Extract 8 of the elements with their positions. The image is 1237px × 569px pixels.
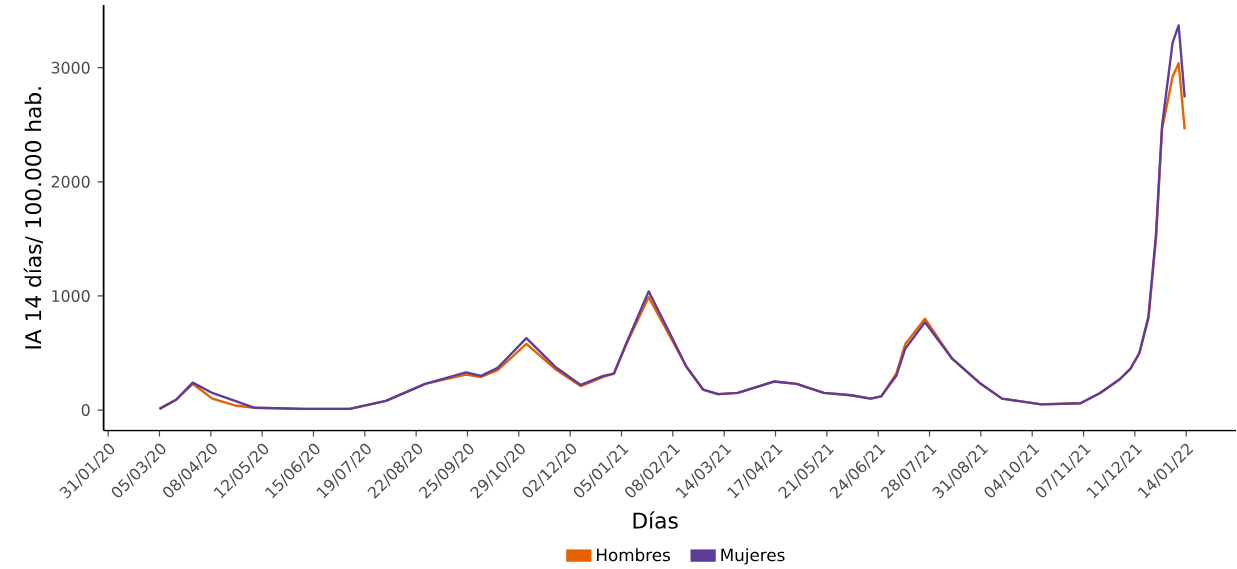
- y-tick-label: 2000: [51, 175, 90, 188]
- legend-label: Mujeres: [721, 548, 785, 565]
- y-axis-title: IA 14 días/ 100.000 hab.: [23, 87, 44, 349]
- y-tick-label: 0: [81, 403, 90, 416]
- y-tick-label: 1000: [52, 289, 90, 302]
- x-axis-title: Días: [633, 511, 678, 529]
- legend-label: Hombres: [597, 548, 670, 562]
- y-tick-label: 3000: [51, 61, 90, 74]
